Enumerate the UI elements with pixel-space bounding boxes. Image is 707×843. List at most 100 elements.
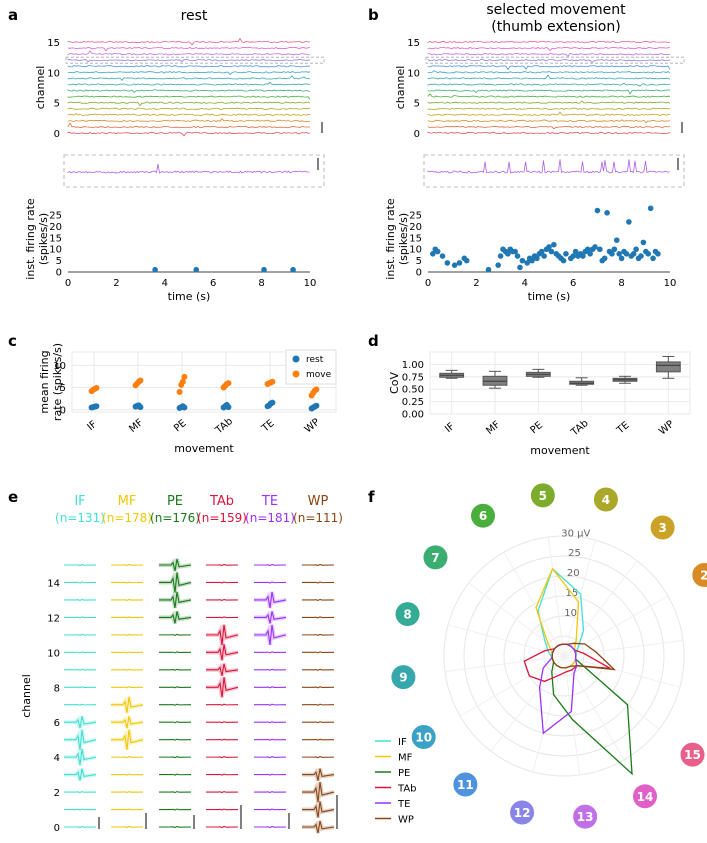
muap-waveform-WP [302, 616, 335, 619]
muap-waveform-MF [111, 598, 144, 602]
move-point [269, 378, 276, 385]
muap-waveform-IF [64, 633, 97, 636]
muap-waveform-MF [111, 756, 144, 759]
channel-trace-4 [67, 107, 311, 110]
firing-rate-point [546, 244, 552, 250]
column-title-TAb: TAb [209, 494, 234, 509]
x-tick-label: TE [614, 420, 631, 437]
firing-rate-point [560, 257, 567, 264]
muap-waveform-TE [254, 738, 287, 741]
spoke [468, 582, 565, 657]
muap-waveform-TE [254, 703, 287, 706]
x-axis-label: time (s) [168, 290, 211, 303]
column-title-MF: MF [118, 494, 137, 509]
x-tick-label: IF [86, 419, 100, 433]
muap-waveform-WP [302, 703, 335, 706]
channel-trace-7 [67, 89, 311, 94]
muap-waveform-MF [111, 808, 144, 811]
muap-waveform-MF [111, 563, 144, 567]
x-tick-label: MF [127, 417, 145, 435]
y-axis-label: mean firing [38, 350, 51, 413]
firing-rate-point [638, 253, 644, 259]
channel-badge [395, 602, 420, 627]
firing-rate-point [563, 250, 569, 257]
title-a: rest [181, 8, 208, 24]
channel-trace-11 [427, 65, 671, 71]
column-title-PE: PE [167, 494, 183, 509]
channel-trace-7 [427, 89, 671, 95]
firing-rate-point [640, 239, 647, 246]
muap-waveform-TE [254, 773, 287, 776]
legend-label: IF [398, 737, 407, 748]
legend-label: TAb [397, 784, 417, 795]
muap-waveform-IF [64, 563, 97, 567]
y-tick-label: 8 [54, 683, 60, 694]
muap-waveform-TAb [206, 663, 239, 676]
channel-trace-10 [427, 70, 671, 74]
panel-label-a: a [8, 6, 18, 24]
panel-label-c: c [8, 332, 17, 350]
channel-badge [573, 804, 598, 829]
firing-rate-point [152, 266, 158, 273]
muap-waveform-MF [111, 651, 144, 654]
radar-series-WP [551, 642, 617, 671]
panel-label-b: b [368, 6, 379, 24]
channel-trace-2 [427, 119, 671, 124]
move-point [179, 378, 186, 385]
y-tick-label: 15 [49, 233, 62, 244]
radial-grid [543, 635, 585, 677]
channel-trace-1 [67, 122, 311, 129]
channel-trace-0 [427, 131, 671, 135]
muap-waveform-PE [159, 721, 192, 724]
y-tick-label: 0 [60, 405, 66, 416]
channel-trace-13 [427, 52, 671, 58]
muap-waveform-IF [64, 668, 97, 671]
firing-rate-point [451, 262, 458, 268]
firing-rate-point [444, 260, 451, 266]
rest-emg-traces: 0 5 10 15 channel [34, 37, 325, 188]
x-axis-label: movement [174, 442, 234, 455]
move-point [137, 377, 144, 384]
channel-badge-label: 8 [403, 608, 411, 622]
y-tick-label: 10 [47, 68, 60, 79]
muap-waveform-IF [64, 716, 97, 729]
channel-badge-label: 3 [658, 521, 666, 535]
y-tick-label: 0 [416, 268, 422, 279]
muap-waveform-WP [302, 598, 335, 602]
firing-rate-point [456, 260, 463, 266]
channel-badge [391, 665, 416, 690]
radial-tick-label: 20 [567, 568, 580, 579]
firing-rate-point [434, 248, 441, 255]
spoke [547, 536, 565, 657]
muap-waveform-MF [111, 633, 144, 636]
muap-waveform-TAb [206, 677, 239, 698]
muap-waveform-IF [64, 686, 97, 689]
channel-badge-label: 13 [577, 810, 594, 824]
muap-waveform-TAb [206, 624, 239, 645]
selection-box [65, 56, 325, 64]
y-tick-label: 20 [49, 222, 62, 233]
spoke [459, 655, 565, 717]
muap-waveform-TAb [206, 581, 239, 584]
channel-trace-1 [427, 125, 671, 130]
muap-waveform-PE [159, 611, 192, 624]
legend-label: MF [398, 753, 413, 764]
x-tick-label: 8 [618, 278, 624, 289]
muap-waveform-MF [111, 686, 144, 689]
y-tick-label: 15 [409, 233, 422, 244]
x-tick-label: WP [303, 417, 322, 436]
y-tick-label: 25 [409, 211, 422, 222]
firing-rate-point [613, 237, 620, 243]
muap-waveform-TAb [206, 756, 239, 759]
spoke [563, 595, 669, 657]
channel-trace-8 [67, 81, 311, 86]
legend-box [285, 349, 337, 385]
channel-badge-label: 7 [431, 551, 439, 565]
muap-waveform-PE [159, 668, 192, 671]
muap-waveform-TAb [206, 825, 239, 829]
spoke [503, 551, 565, 657]
muap-waveform-TE [254, 563, 287, 567]
muap-waveform-WP [302, 738, 335, 741]
firing-rate-point [529, 257, 535, 264]
